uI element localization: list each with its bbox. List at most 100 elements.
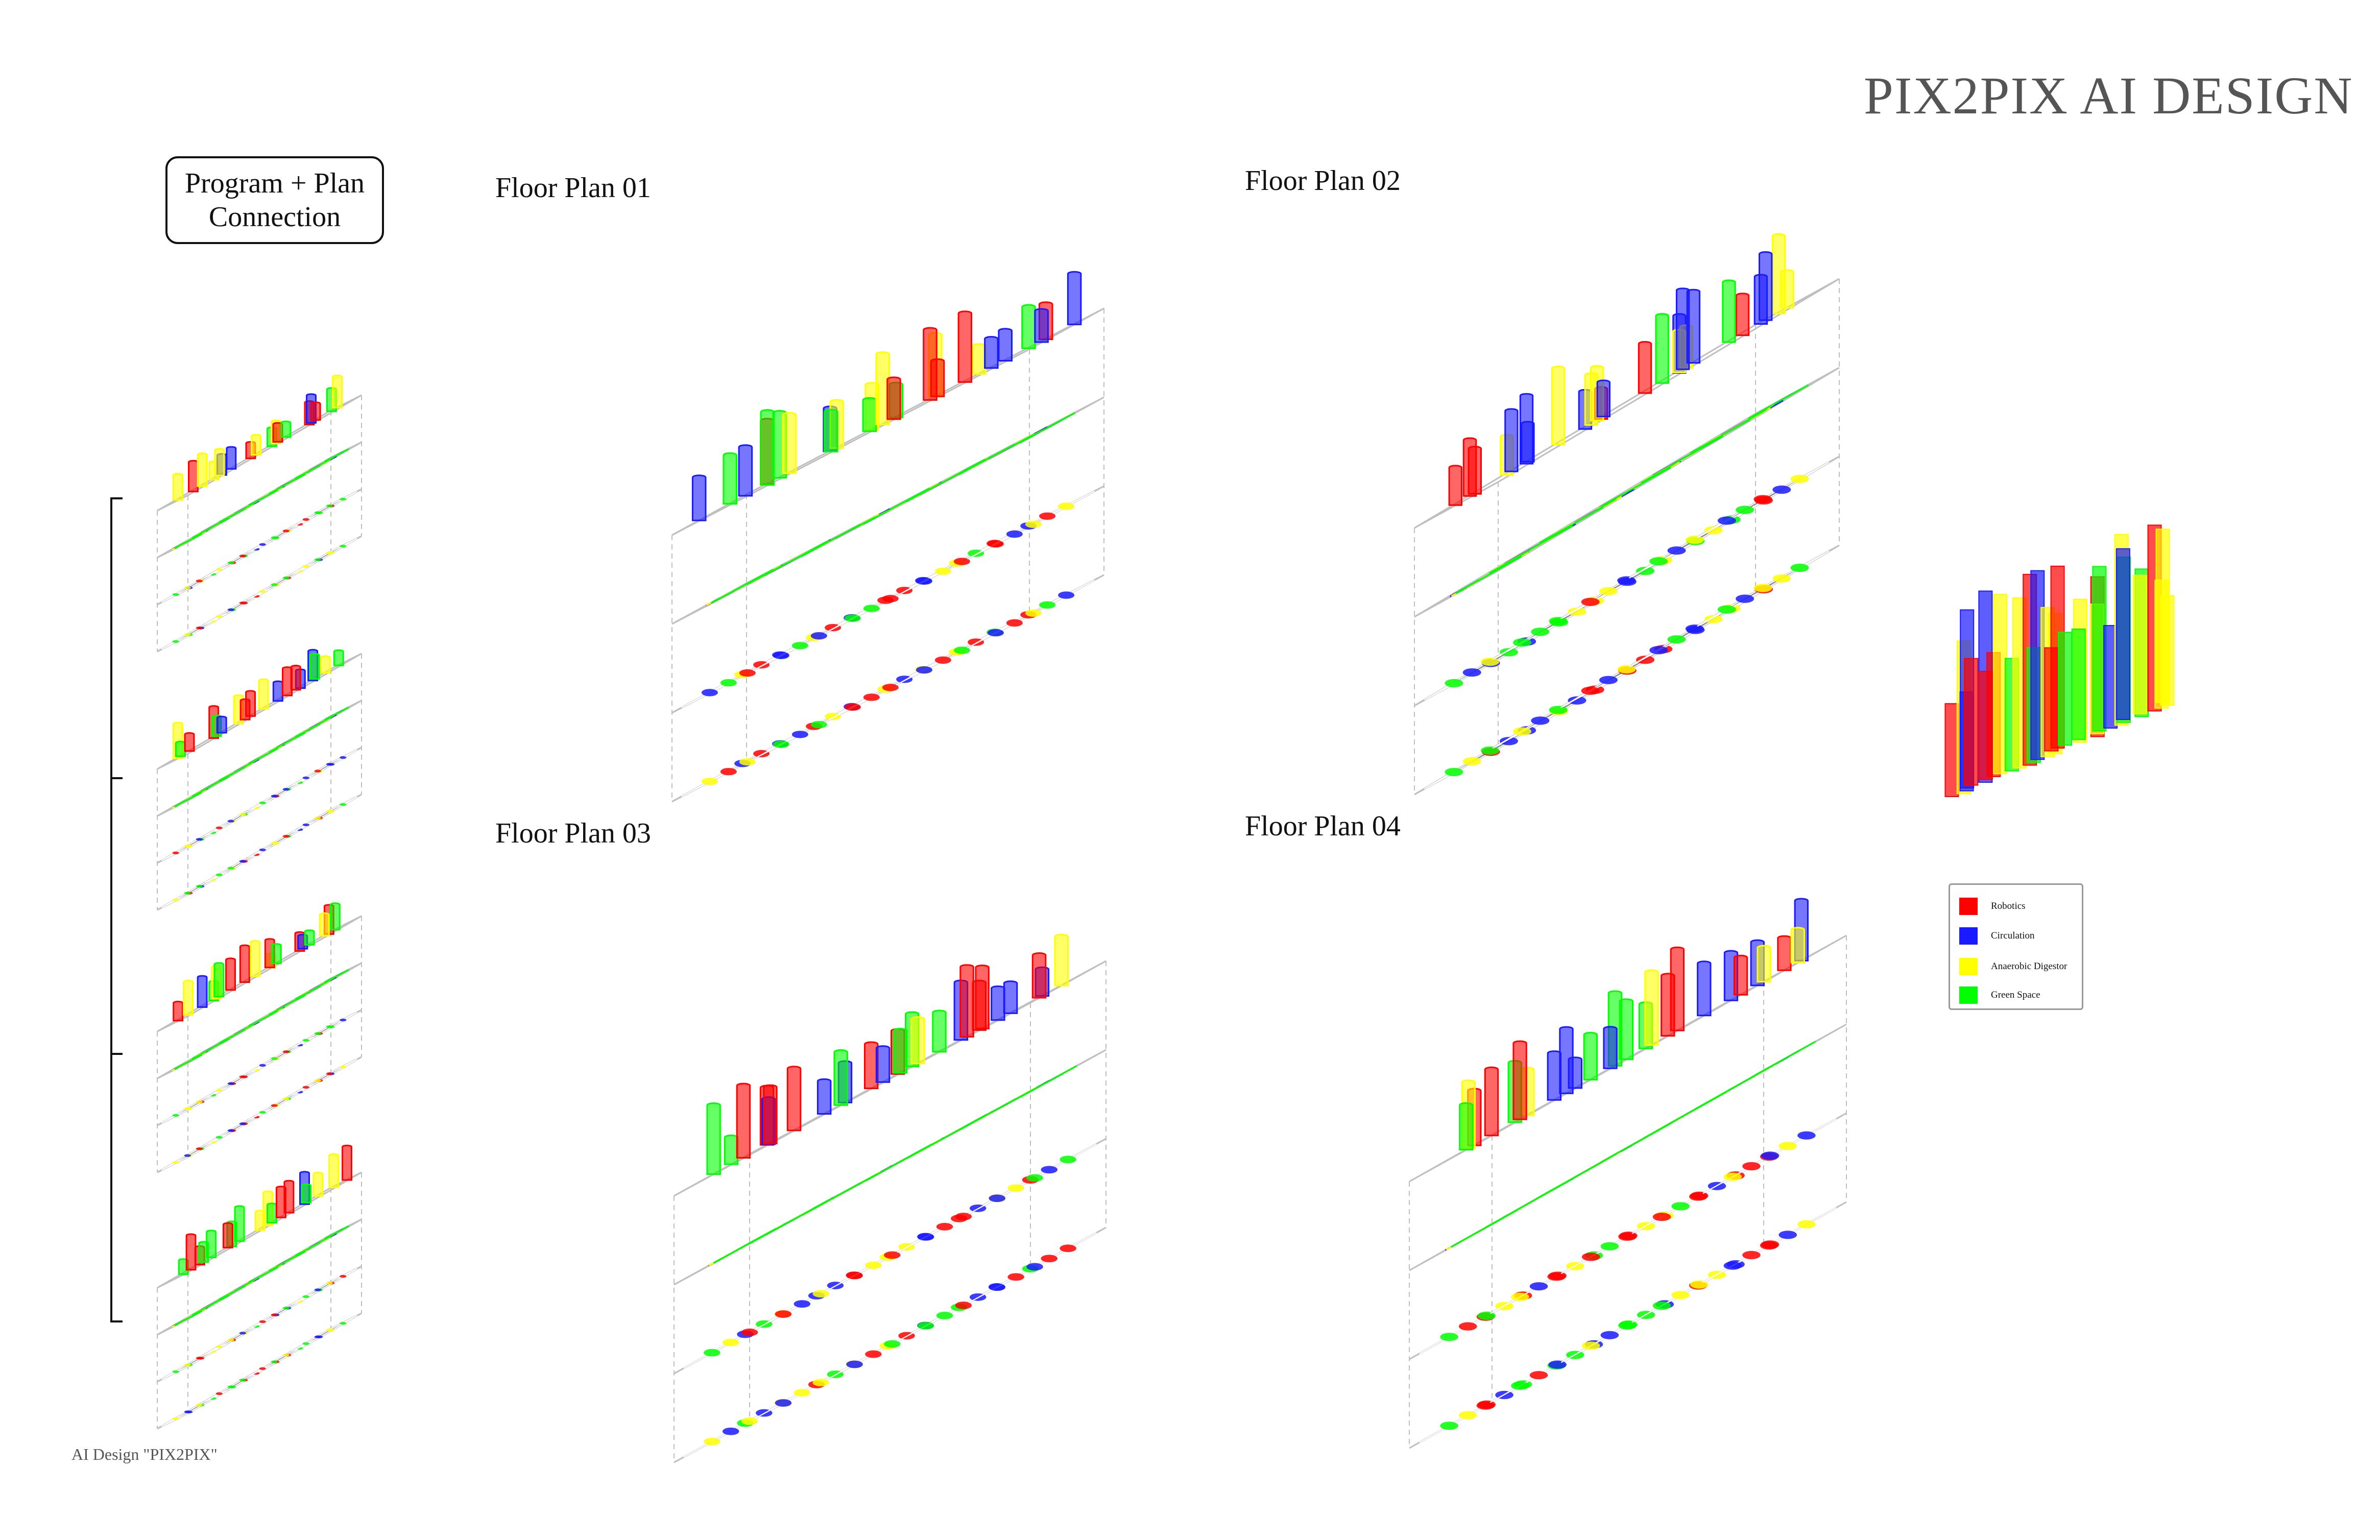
program-volume: [309, 653, 320, 680]
program-volume: [1504, 408, 1519, 472]
program-volume: [786, 1066, 802, 1132]
program-volume: [1644, 969, 1659, 1046]
slab-cell: [204, 1318, 271, 1355]
program-volume: [328, 1153, 340, 1188]
program-dot: [955, 1213, 972, 1220]
program-dot: [314, 1288, 321, 1291]
combined-volume-piece: [2115, 548, 2130, 720]
program-dot: [239, 555, 246, 558]
program-volume: [984, 335, 999, 369]
program-dot: [1652, 1212, 1671, 1221]
program-dot: [302, 823, 309, 827]
program-volume: [1031, 952, 1047, 999]
program-dot: [340, 497, 347, 501]
program-dot: [701, 689, 718, 696]
slab-cell: [161, 824, 228, 861]
program-box-line-2: Connection: [208, 201, 341, 233]
slab-cell: [291, 1058, 358, 1096]
program-volume: [1638, 341, 1652, 394]
program-dot: [1690, 1280, 1709, 1289]
program-volume: [864, 1041, 879, 1089]
circulation-path: [1451, 1041, 1816, 1248]
program-dot: [314, 558, 321, 561]
program-dot: [227, 1338, 234, 1341]
program-volume: [1551, 366, 1566, 445]
slab-cell: [161, 871, 228, 908]
program-dot: [704, 1349, 720, 1357]
program-dot: [1723, 1261, 1742, 1270]
program-volume: [833, 1049, 848, 1106]
program-dot: [326, 1025, 333, 1028]
program-dot: [172, 1417, 179, 1421]
program-dot: [1617, 665, 1636, 673]
program-dot: [340, 544, 347, 548]
slab-cell: [204, 588, 271, 625]
program-volume: [320, 655, 331, 674]
program-dot: [314, 769, 321, 773]
program-dot: [1581, 1341, 1600, 1350]
program-dot: [953, 646, 970, 654]
program-volume: [1603, 1026, 1618, 1069]
slab-cell: [204, 1109, 271, 1146]
program-dot: [215, 873, 223, 877]
program-dot: [239, 1379, 246, 1382]
program-volume: [251, 434, 262, 456]
program-volume: [272, 680, 283, 702]
program-dot: [259, 1064, 266, 1067]
program-dot: [722, 1427, 739, 1435]
program-dot: [863, 693, 880, 701]
program-dot: [227, 820, 234, 823]
program-dot: [172, 593, 179, 596]
program-volume: [1568, 1056, 1582, 1089]
program-dot: [741, 1417, 758, 1425]
program-dot: [1531, 716, 1550, 725]
program-volume: [723, 452, 737, 505]
combined-volume-piece: [2058, 632, 2073, 746]
program-volume: [304, 929, 315, 946]
program-dot: [239, 601, 246, 605]
program-volume: [250, 940, 261, 977]
program-dot: [184, 633, 191, 636]
program-volume: [691, 474, 707, 521]
program-volume: [930, 358, 945, 397]
program-volume: [1733, 954, 1748, 996]
program-dot: [916, 577, 932, 585]
slab-cell: [161, 566, 228, 603]
program-dot: [271, 841, 278, 845]
program-dot: [936, 1312, 953, 1319]
program-dot: [1581, 1253, 1600, 1261]
program-volume: [1780, 269, 1794, 308]
program-dot: [1480, 657, 1500, 666]
program-dot: [1581, 597, 1600, 606]
program-dot: [282, 576, 290, 580]
program-volume: [319, 912, 330, 936]
circulation-path: [174, 448, 349, 549]
program-volume: [183, 979, 194, 1016]
program-dot: [1039, 512, 1056, 520]
program-volume: [1777, 935, 1792, 971]
program-dot: [773, 740, 789, 748]
program-dot: [340, 1065, 347, 1069]
program-dot: [1026, 1263, 1043, 1271]
program-dot: [340, 1274, 347, 1278]
program-volume: [893, 1027, 908, 1074]
program-dot: [1440, 1333, 1458, 1341]
program-volume: [910, 1016, 925, 1065]
program-dot: [302, 565, 309, 568]
program-dot: [227, 867, 234, 870]
program-volume: [1034, 308, 1049, 343]
program-volume: [271, 943, 282, 965]
program-volume: [875, 1045, 891, 1083]
program-dot: [326, 1072, 333, 1075]
program-dot: [1006, 619, 1023, 627]
program-dot: [302, 1039, 309, 1042]
slab-cell: [161, 1087, 228, 1124]
program-dot: [1529, 1371, 1548, 1380]
program-dot: [302, 518, 309, 521]
program-volume: [1697, 960, 1712, 1017]
program-dot: [775, 1310, 792, 1318]
legend-swatch-robotics: [1959, 898, 1978, 915]
program-volume: [1759, 251, 1773, 321]
program-dot: [259, 801, 266, 805]
program-dot: [1568, 696, 1586, 705]
